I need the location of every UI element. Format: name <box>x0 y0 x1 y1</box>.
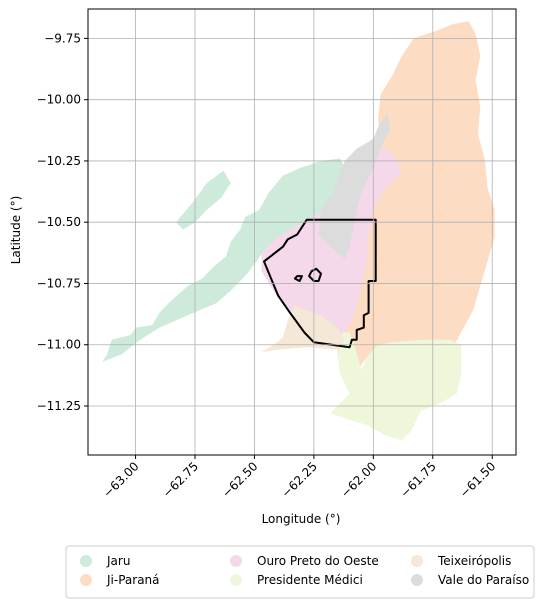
legend-label: Ji-Paraná <box>106 573 160 587</box>
x-axis-label: Longitude (°) <box>262 512 341 526</box>
legend-swatch <box>411 555 423 567</box>
region-presidente-medici <box>330 332 462 441</box>
x-tick-label: −62.00 <box>338 459 379 500</box>
axes-frame <box>87 8 517 456</box>
legend-label: Jaru <box>106 554 130 568</box>
boundary-outline-shape <box>293 275 303 282</box>
region-shape-ji-parana <box>337 21 495 375</box>
legend-label: Ouro Preto do Oeste <box>257 554 379 568</box>
legend-items: Jaru Ji-Paraná Ouro Preto do Oeste Presiden… <box>80 554 529 587</box>
region-shape-teixeiropolis <box>261 305 345 353</box>
legend-entry-vale-do-paraiso: Vale do Paraíso <box>411 573 529 587</box>
legend-label: Teixeirópolis <box>437 554 511 568</box>
legend-entry-jaru: Jaru <box>80 554 130 568</box>
y-axis-ticks: −9.75 −10.00 −10.25 −10.50 −10.75 −11.00 −11.2… <box>37 31 88 413</box>
x-tick-label: −63.00 <box>100 459 141 500</box>
y-tick-label: −10.75 <box>37 276 81 290</box>
region-vale-do-paraiso <box>318 114 390 260</box>
legend-swatch <box>411 574 423 586</box>
region-shape-jaru <box>176 170 231 230</box>
region-teixeiropolis <box>261 305 345 353</box>
x-axis-ticks: −63.00 −62.75 −62.50 −62.25 −62.00 −61.75 −61.… <box>100 455 498 501</box>
legend-entry-ji-parana: Ji-Paraná <box>80 573 160 587</box>
y-tick-label: −11.25 <box>37 399 81 413</box>
y-tick-label: −9.75 <box>44 31 81 45</box>
boundary-outline-shape <box>308 267 322 282</box>
legend-swatch <box>80 574 92 586</box>
legend-swatch <box>80 555 92 567</box>
legend-swatch <box>230 574 242 586</box>
x-tick-label: −62.25 <box>279 459 320 500</box>
x-tick-label: −62.75 <box>160 459 201 500</box>
legend-entry-teixeiropolis: Teixeirópolis <box>411 554 511 568</box>
legend-entry-ouro-preto-do-oeste: Ouro Preto do Oeste <box>230 554 379 568</box>
x-tick-label: −61.50 <box>457 459 498 500</box>
legend-label: Presidente Médici <box>257 573 363 587</box>
y-tick-label: −11.00 <box>37 338 81 352</box>
region-shape-jaru <box>102 158 350 362</box>
y-tick-label: −10.50 <box>37 215 81 229</box>
legend-entry-presidente-medici: Presidente Médici <box>230 573 363 587</box>
legend: Jaru Ji-Paraná Ouro Preto do Oeste Presiden… <box>65 545 535 599</box>
region-shape-presidente-medici <box>330 332 462 441</box>
region-jaru <box>102 158 350 362</box>
region-shape-vale-do-paraiso <box>318 114 390 260</box>
x-tick-label: −62.50 <box>219 459 260 500</box>
y-tick-label: −10.25 <box>37 154 81 168</box>
grid <box>88 9 516 455</box>
legend-label: Vale do Paraíso <box>438 573 529 587</box>
region-ji-parana <box>337 21 495 375</box>
y-axis-label: Latitude (°) <box>9 196 23 265</box>
x-tick-label: −61.75 <box>398 459 439 500</box>
y-tick-label: −10.00 <box>37 93 81 107</box>
map-regions <box>102 21 495 441</box>
legend-swatch <box>230 555 242 567</box>
